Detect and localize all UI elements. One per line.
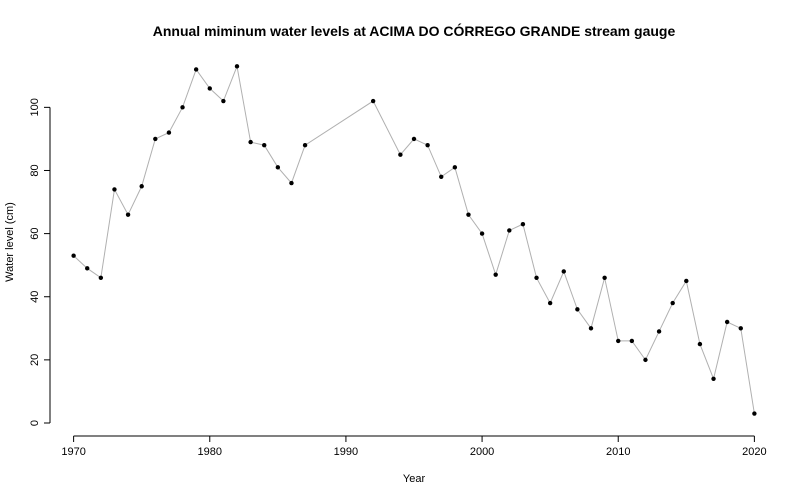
data-point: [561, 269, 566, 274]
data-point: [125, 212, 131, 217]
data-point: [425, 143, 430, 148]
y-axis-label: Water level (cm): [4, 202, 16, 282]
data-point: [262, 143, 267, 148]
data-point: [602, 275, 607, 280]
data-point: [670, 300, 675, 306]
data-point: [275, 165, 281, 170]
data-point: [411, 136, 417, 142]
data-point: [207, 86, 212, 91]
data-point: [248, 139, 253, 145]
data-point: [180, 105, 185, 110]
data-point: [684, 278, 689, 284]
x-axis-label: Year: [403, 473, 426, 485]
data-point: [575, 307, 580, 312]
x-tick-label: 1970: [61, 446, 85, 458]
data-point: [98, 275, 104, 280]
data-point: [656, 329, 662, 334]
data-point: [439, 174, 444, 179]
x-tick-label: 1980: [198, 446, 222, 458]
data-point: [507, 228, 512, 233]
y-axis: 0 20 40 60 80 100: [29, 98, 51, 426]
y-tick-label: 0: [29, 420, 41, 426]
data-point: [534, 275, 539, 280]
data-point: [85, 266, 90, 271]
y-tick-label: 100: [29, 98, 41, 116]
data-point: [302, 143, 308, 148]
data-point: [193, 67, 199, 72]
x-tick-label: 2020: [742, 446, 766, 458]
data-points: [71, 64, 757, 416]
data-point: [139, 184, 144, 189]
y-tick-label: 20: [29, 354, 41, 366]
data-point: [71, 253, 76, 258]
data-point: [738, 326, 743, 331]
data-point: [697, 341, 703, 347]
data-point: [724, 319, 730, 325]
data-point: [547, 300, 553, 306]
data-point: [466, 212, 471, 217]
data-point: [520, 221, 526, 227]
data-point: [398, 152, 403, 157]
data-point: [370, 98, 376, 104]
data-point: [452, 165, 458, 170]
y-tick-label: 80: [29, 164, 41, 176]
data-point: [289, 180, 294, 186]
x-tick-label: 1990: [334, 446, 358, 458]
y-tick-label: 40: [29, 291, 41, 303]
data-point: [221, 98, 226, 104]
data-point: [493, 272, 498, 277]
y-tick-label: 60: [29, 227, 41, 239]
series-line: [73, 64, 755, 414]
data-point: [112, 187, 117, 192]
data-point: [166, 130, 172, 135]
data-point: [643, 357, 648, 363]
data-point: [153, 136, 158, 142]
data-point: [588, 326, 594, 331]
x-tick-label: 2010: [606, 446, 630, 458]
chart-title: Annual miminum water levels at ACIMA DO …: [153, 22, 676, 39]
data-point: [616, 338, 621, 344]
x-axis: 1970 1980 1990 2000 2010 2020: [61, 435, 767, 458]
data-point: [711, 376, 716, 382]
x-tick-label: 2000: [470, 446, 494, 458]
data-point: [752, 411, 757, 416]
data-point: [479, 231, 485, 236]
data-point: [629, 338, 635, 344]
data-point: [234, 64, 240, 69]
